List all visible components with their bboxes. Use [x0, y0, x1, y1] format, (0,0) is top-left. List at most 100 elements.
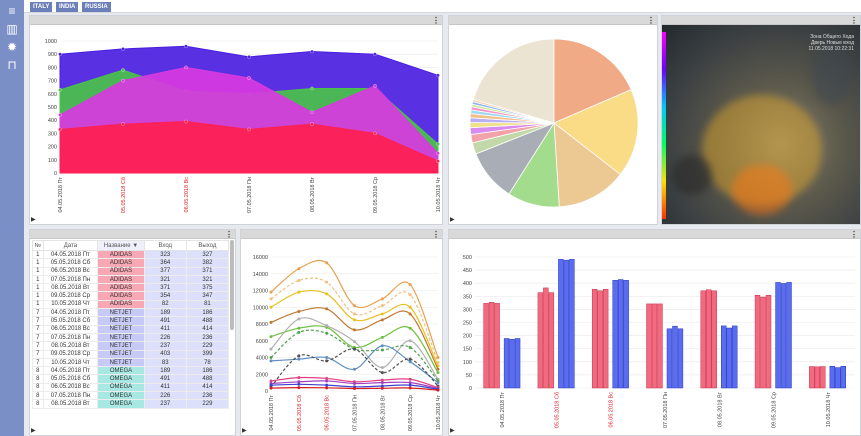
pie-chart — [469, 38, 639, 208]
panel-menu-icon[interactable]: ⋮ — [850, 16, 858, 25]
cell-number: 1 — [32, 266, 44, 276]
cell-out: 399 — [185, 349, 230, 359]
cell-name: ADIDAS — [97, 249, 145, 260]
panel-header: ⋮ — [241, 230, 442, 239]
panel-menu-icon[interactable]: ⋮ — [850, 230, 858, 239]
panel-menu-icon[interactable]: ⋮ — [647, 16, 655, 25]
table-row[interactable]: 1 06.05.2018 Вс ADIDAS 377 371 — [32, 266, 230, 276]
table-row[interactable]: 8 04.05.2018 Пт OMEGA 189 186 — [32, 366, 230, 376]
line-point — [297, 380, 301, 384]
cell-date: 05.05.2018 Сб — [42, 258, 99, 268]
y-tick-label: 350 — [463, 294, 472, 300]
cell-date: 04.05.2018 Пт — [42, 366, 99, 376]
col-header-number[interactable]: № — [32, 240, 44, 251]
panel-menu-icon[interactable]: ⋮ — [432, 16, 440, 25]
line-point — [353, 367, 356, 371]
cell-out: 488 — [185, 374, 230, 384]
data-table-panel: ⋮ № Дата Название ▼ Вход Выход 1 04.05.20… — [29, 229, 236, 436]
cell-date: 05.05.2018 Сб — [42, 374, 99, 384]
bar — [672, 325, 678, 389]
x-tick-label: 04.05.2018 Пт — [269, 395, 275, 431]
expand-arrow-icon[interactable]: ▶ — [31, 217, 36, 223]
table-row[interactable]: 1 10.05.2018 Чт ADIDAS 82 81 — [32, 299, 230, 310]
expand-arrow-icon[interactable]: ▶ — [450, 217, 455, 223]
area-point — [310, 86, 314, 91]
lock-icon[interactable]: ⊓ — [7, 58, 17, 72]
line-point — [353, 347, 356, 351]
table-row[interactable]: 7 07.05.2018 Пн NETJET 226 236 — [32, 332, 230, 343]
cell-number: 1 — [32, 299, 44, 310]
line-point — [325, 376, 329, 380]
x-tick-label: 06.05.2018 Вс — [325, 395, 331, 431]
pie-slice-2 — [553, 89, 639, 176]
bar-chart: 0 50 100 150 200 250 300 350 400 450 500 04.05.2018… — [463, 255, 855, 428]
expand-arrow-icon[interactable]: ▶ — [242, 428, 247, 434]
bar — [514, 338, 521, 389]
line-point — [353, 381, 356, 385]
panel-menu-icon[interactable]: ⋮ — [432, 230, 440, 239]
line-series-7 — [270, 345, 439, 384]
table-row[interactable]: 1 08.05.2018 Вт ADIDAS 371 375 — [32, 283, 230, 293]
table-row[interactable]: 1 09.05.2018 Ср ADIDAS 354 347 — [32, 291, 230, 301]
area-point — [184, 65, 188, 70]
panel-header: ⋮ — [449, 230, 860, 239]
expand-arrow-icon[interactable]: ▶ — [31, 428, 36, 434]
area-point — [436, 151, 440, 155]
line-point — [408, 293, 412, 297]
table-row[interactable]: 7 10.05.2018 Чт NETJET 83 78 — [32, 357, 230, 368]
table-row[interactable]: 1 05.05.2018 Сб ADIDAS 364 382 — [32, 258, 230, 268]
menu-icon[interactable]: ≡ — [8, 4, 16, 18]
tab-italy[interactable]: ITALY — [30, 2, 53, 12]
cell-date: 05.05.2018 Сб — [42, 316, 99, 326]
bar — [488, 302, 495, 389]
bar-chart-icon[interactable]: ▥ — [6, 22, 18, 36]
tab-india[interactable]: INDIA — [56, 2, 79, 12]
table-row[interactable]: 7 08.05.2018 Вт NETJET 237 229 — [32, 341, 230, 351]
line-point — [380, 348, 384, 352]
cell-date: 08.05.2018 Вт — [42, 399, 99, 409]
y-tick-label: 2000 — [256, 372, 268, 378]
table-row[interactable]: 8 08.05.2018 Вт OMEGA 237 229 — [32, 399, 230, 409]
line-point — [269, 297, 273, 301]
bar — [780, 283, 787, 389]
table-row[interactable]: 8 06.05.2018 Вс OMEGA 411 414 — [32, 382, 230, 393]
table-scrollbar[interactable] — [230, 240, 234, 330]
line-point — [380, 318, 384, 322]
camera-heatmap-image — [662, 25, 860, 224]
col-header-out[interactable]: Выход — [185, 240, 230, 251]
cell-number: 1 — [32, 291, 44, 301]
table-row[interactable]: 8 07.05.2018 Пн OMEGA 226 236 — [32, 391, 230, 401]
area-point — [121, 78, 125, 83]
col-header-name[interactable]: Название ▼ — [97, 240, 145, 251]
line-point — [269, 379, 273, 383]
expand-arrow-icon[interactable]: ▶ — [450, 428, 455, 434]
gear-icon[interactable]: ✹ — [6, 40, 18, 54]
tab-russia[interactable]: RUSSIA — [82, 2, 111, 12]
line-point — [297, 278, 301, 282]
table-row[interactable]: 7 09.05.2018 Ср NETJET 403 399 — [32, 349, 230, 359]
line-point — [380, 366, 384, 370]
table-row[interactable]: 7 05.05.2018 Сб NETJET 491 488 — [32, 316, 230, 326]
line-series-6 — [270, 329, 439, 382]
cell-out: 382 — [185, 258, 230, 268]
table-row[interactable]: 1 07.05.2018 Пн ADIDAS 321 321 — [32, 274, 230, 285]
line-point — [408, 305, 412, 309]
sort-arrow-icon: ▼ — [132, 242, 139, 249]
col-header-date[interactable]: Дата — [42, 240, 99, 251]
table-row[interactable]: 7 06.05.2018 Вс NETJET 411 414 — [32, 324, 230, 334]
table-row[interactable]: 7 04.05.2018 Пт NETJET 189 186 — [32, 308, 230, 318]
line-point — [297, 354, 301, 358]
line-point — [269, 335, 273, 339]
panel-menu-icon[interactable]: ⋮ — [225, 230, 233, 239]
area-point — [373, 131, 377, 136]
y-tick-label: 10000 — [253, 305, 268, 311]
y-tick-label: 16000 — [253, 255, 268, 261]
line-point — [325, 307, 329, 311]
table-row[interactable]: 1 04.05.2018 Пт ADIDAS 323 327 — [32, 249, 230, 260]
table-row[interactable]: 8 05.05.2018 Сб OMEGA 491 488 — [32, 374, 230, 384]
bar — [617, 279, 624, 389]
area-chart-panel: ⋮ 0 100 200 300 400 500 600 700 800 900 1000 04.05.… — [29, 15, 443, 225]
col-header-in[interactable]: Вход — [143, 240, 187, 251]
y-tick-label: 0 — [265, 389, 268, 395]
y-tick-label: 0 — [469, 386, 472, 392]
